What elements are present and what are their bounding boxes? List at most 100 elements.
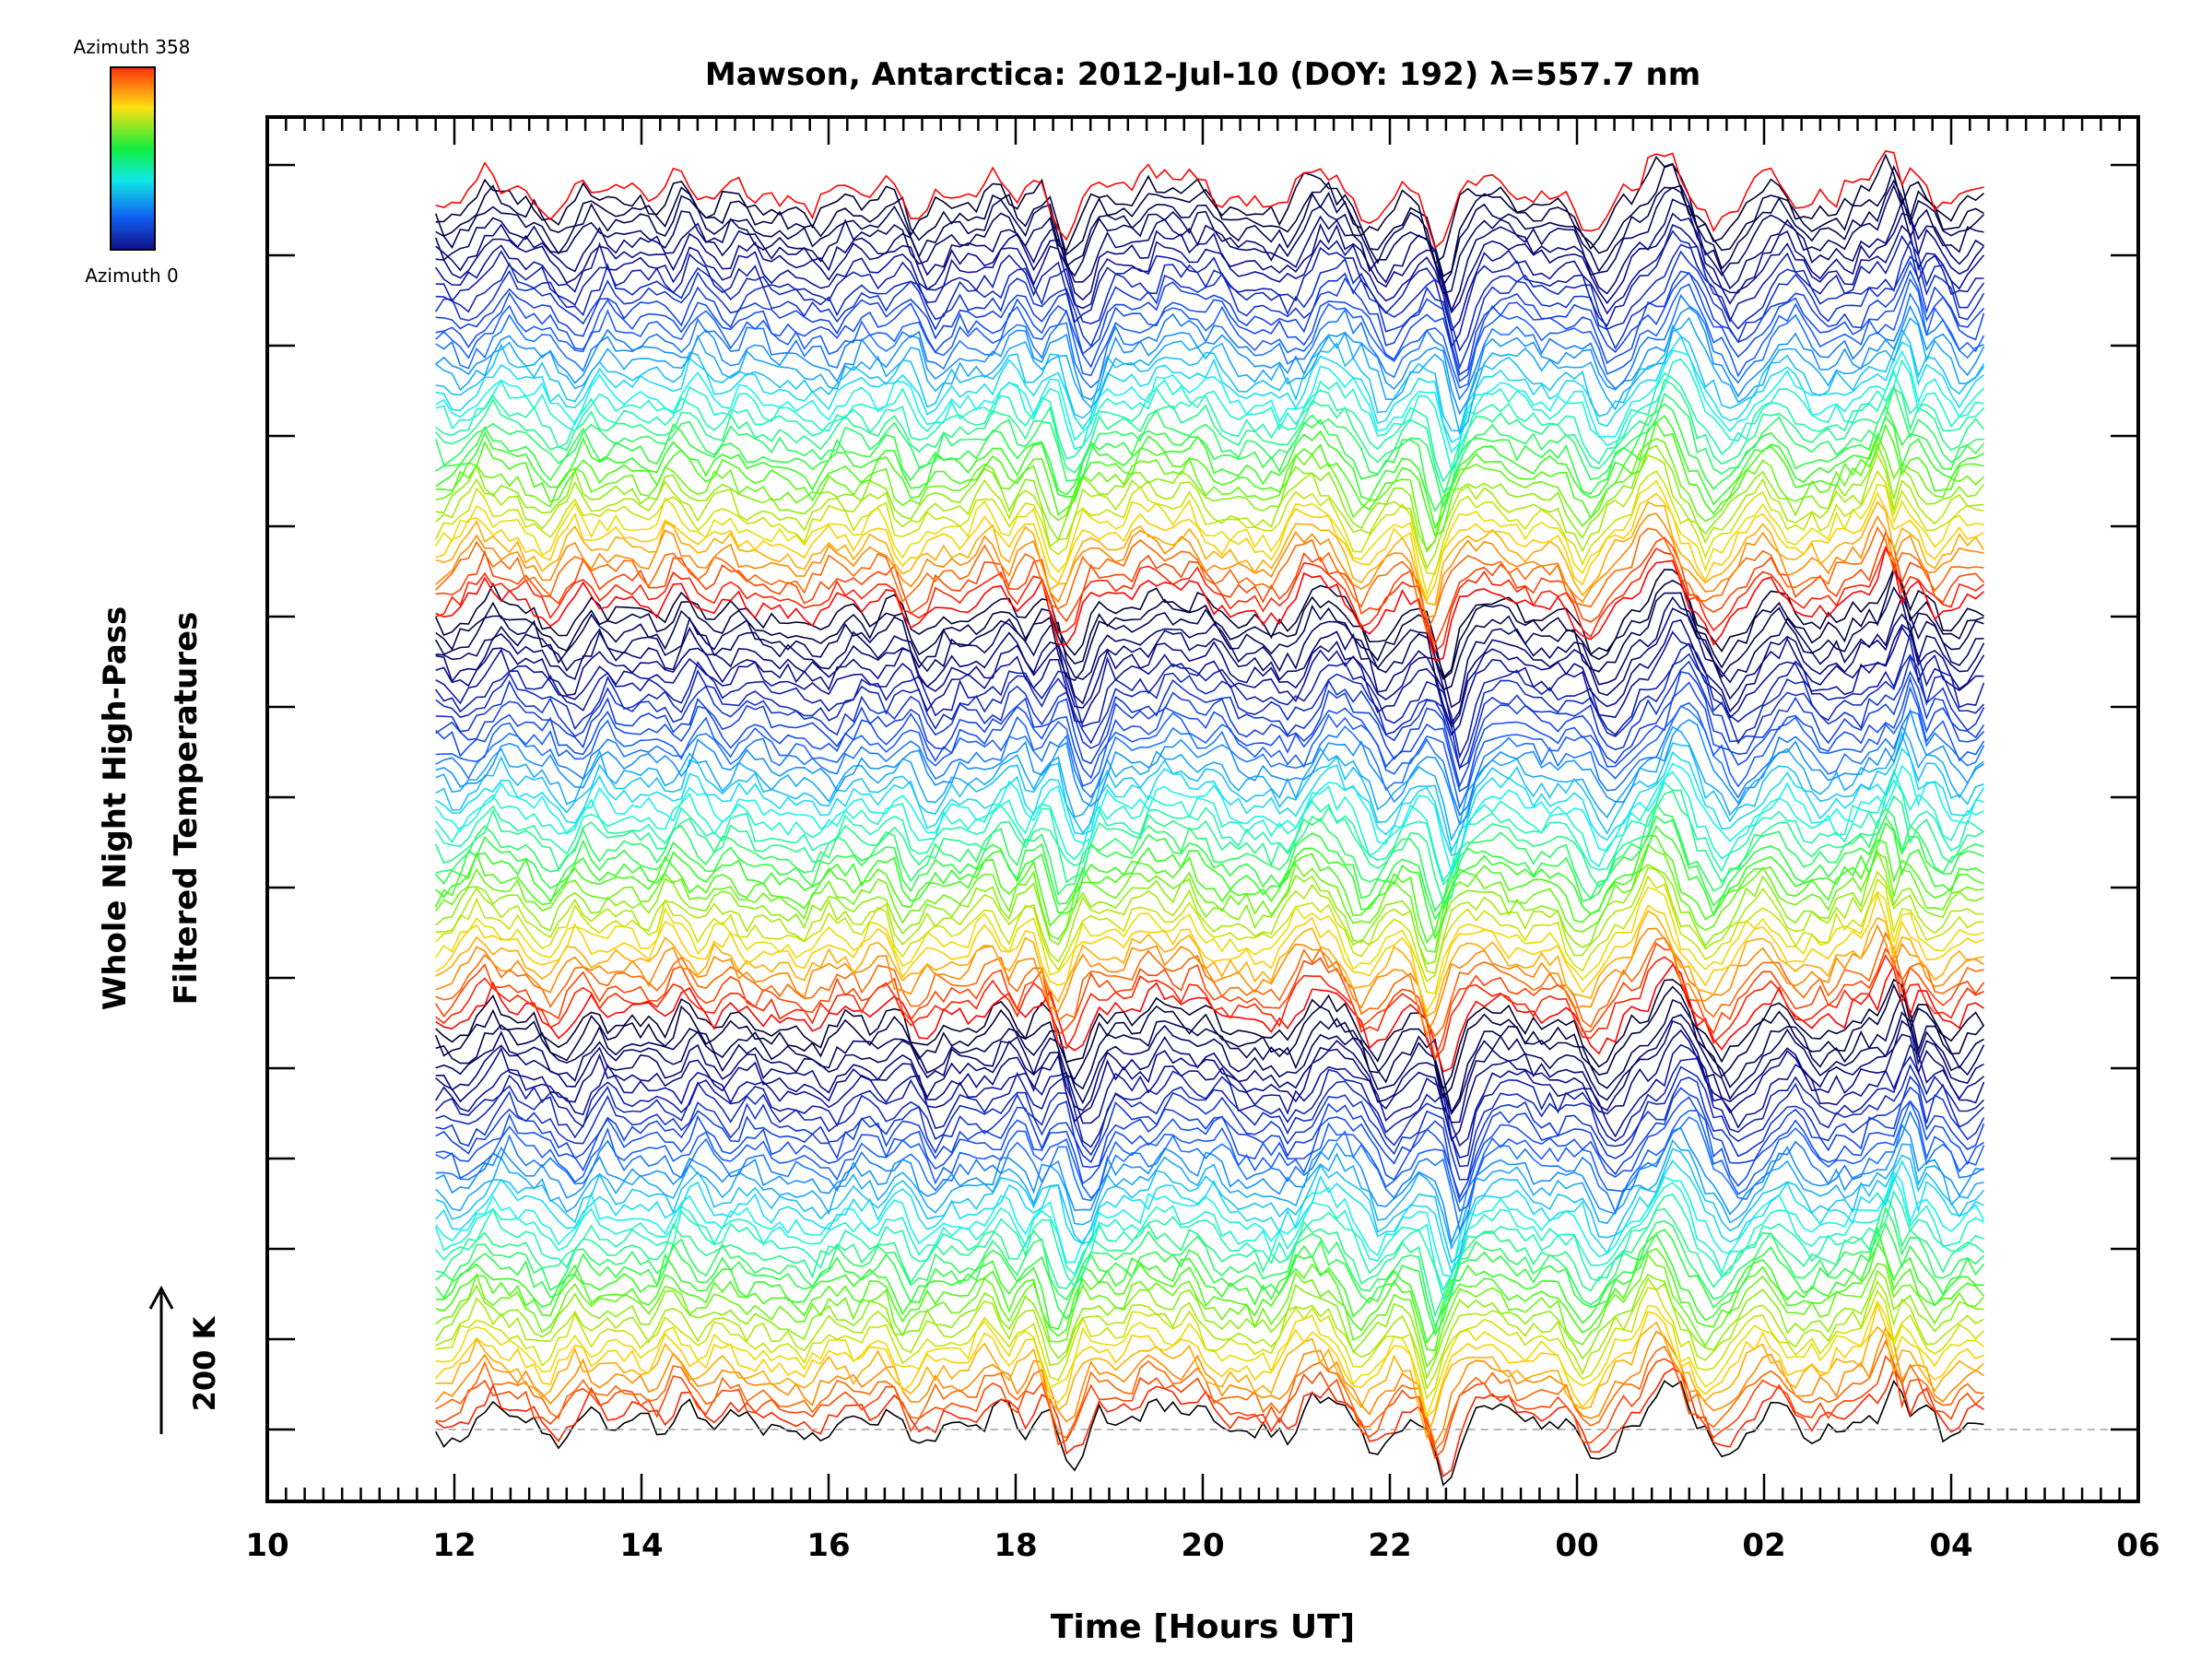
temperature-trace — [435, 821, 1984, 940]
temperature-trace — [434, 183, 1984, 295]
x-tick-label: 20 — [1181, 1527, 1224, 1564]
temperature-trace — [435, 1096, 1984, 1204]
temperature-trace — [435, 1019, 1984, 1124]
temperature-trace — [435, 618, 1985, 729]
x-tick-label: 10 — [245, 1527, 288, 1564]
temperature-trace — [435, 1277, 1984, 1391]
temperature-trace — [435, 1147, 1985, 1265]
temperature-trace — [434, 790, 1984, 904]
temperature-trace — [435, 924, 1984, 1037]
temperature-trace — [435, 1222, 1985, 1336]
temperature-trace — [435, 1194, 1985, 1318]
temperature-trace — [435, 1171, 1985, 1277]
temperature-trace — [435, 224, 1985, 333]
temperature-trace — [434, 469, 1984, 575]
temperature-trace — [435, 1287, 1985, 1400]
temperature-trace — [434, 566, 1984, 679]
temperature-trace — [435, 931, 1984, 1038]
tick-group — [267, 117, 2138, 1501]
temperature-trace — [435, 654, 1985, 770]
temperature-trace — [435, 530, 1985, 647]
y-axis-label-line-2: Filtered Temperatures — [168, 612, 205, 1006]
temperature-trace — [435, 626, 1984, 736]
temperature-trace — [435, 607, 1985, 726]
temperature-trace — [435, 1029, 1985, 1142]
x-tick-label: 06 — [2116, 1527, 2159, 1564]
temperature-trace — [435, 1325, 1984, 1446]
temperature-trace — [435, 304, 1985, 416]
temperature-trace — [435, 910, 1984, 1018]
temperature-trace — [435, 843, 1984, 953]
temperature-trace — [435, 1269, 1984, 1381]
temperature-trace — [435, 724, 1984, 842]
temperature-trace — [435, 849, 1984, 965]
temperature-trace — [435, 1241, 1985, 1352]
temperature-trace — [435, 569, 1984, 681]
y-axis-label: Whole Night High-Pass Filtered Temperatu… — [97, 606, 205, 1011]
temperature-trace — [435, 1159, 1984, 1274]
temperature-trace — [435, 291, 1984, 401]
temperature-trace — [435, 512, 1984, 619]
temperature-trace — [435, 149, 1984, 250]
temperature-trace — [435, 277, 1985, 389]
temperature-trace — [435, 1110, 1984, 1232]
temperature-trace — [435, 1100, 1985, 1212]
temperature-trace — [435, 676, 1985, 793]
temperature-trace — [435, 1339, 1984, 1452]
temperature-trace — [435, 250, 1985, 371]
temperature-trace — [435, 978, 1985, 1091]
temperature-trace — [435, 358, 1984, 473]
temperature-trace — [435, 1253, 1985, 1369]
temperature-trace — [435, 1138, 1984, 1251]
temperature-trace — [435, 525, 1984, 634]
temperature-trace — [435, 179, 1985, 287]
x-axis-label: Time [Hours UT] — [1051, 1608, 1355, 1646]
temperature-trace — [435, 942, 1985, 1062]
temperature-trace — [435, 415, 1984, 530]
y-axis-label-line-1: Whole Night High-Pass — [97, 606, 134, 1011]
temperature-trace — [435, 866, 1984, 975]
temperature-trace — [435, 452, 1984, 571]
colorbar-max-label: Azimuth 358 — [74, 36, 191, 58]
scale-bar-arrowhead — [148, 1285, 174, 1310]
temperature-trace — [435, 1124, 1984, 1246]
colorbar — [110, 66, 156, 251]
temperature-trace — [435, 1225, 1984, 1345]
x-tick-label: 16 — [806, 1527, 850, 1564]
x-tick-label: 14 — [619, 1527, 663, 1564]
x-tick-label: 12 — [432, 1527, 476, 1564]
temperature-trace — [435, 546, 1985, 662]
temperature-trace — [435, 403, 1985, 512]
temperature-trace — [435, 1011, 1985, 1116]
x-tick-label: 22 — [1368, 1527, 1411, 1564]
temperature-trace — [435, 229, 1984, 349]
scale-bar-label: 200 K — [187, 1315, 222, 1411]
temperature-trace — [435, 349, 1985, 453]
temperature-trace — [435, 769, 1984, 883]
temperature-trace — [434, 1379, 1984, 1487]
temperature-trace — [435, 802, 1984, 913]
temperature-trace — [435, 1055, 1985, 1159]
temperature-trace — [435, 1206, 1985, 1329]
x-tick-label: 18 — [994, 1527, 1037, 1564]
temperature-trace — [435, 378, 1985, 493]
temperature-trace — [435, 491, 1984, 603]
x-tick-label: 00 — [1555, 1527, 1598, 1564]
x-tick-labels: 10 12 14 16 18 20 22 00 02 04 06 — [245, 1527, 2159, 1564]
temperature-trace — [435, 731, 1984, 853]
temperature-trace — [434, 982, 1985, 1100]
temperature-trace — [435, 500, 1985, 606]
temperature-trace — [435, 670, 1985, 789]
temperature-trace — [435, 269, 1985, 382]
temperature-trace — [435, 953, 1984, 1061]
temperature-trace — [435, 545, 1984, 653]
scale-bar: 200 K — [148, 1285, 222, 1434]
temperature-trace — [435, 1086, 1985, 1199]
temperature-trace — [434, 383, 1984, 509]
temperature-trace — [435, 432, 1985, 554]
temperature-trace — [435, 705, 1985, 817]
temperature-trace — [435, 585, 1984, 691]
temperature-trace — [435, 479, 1984, 597]
temperature-trace — [435, 779, 1984, 887]
